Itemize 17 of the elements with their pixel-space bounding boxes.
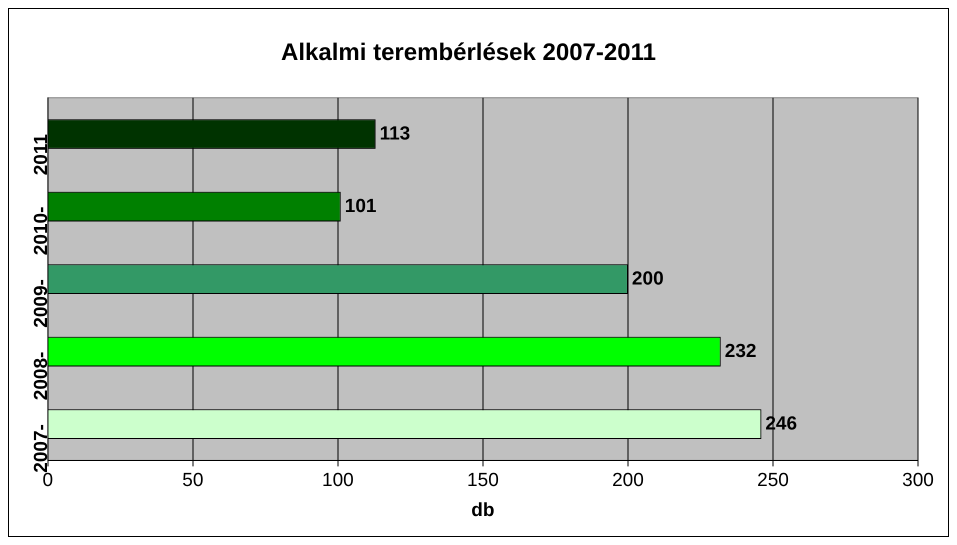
data-label: 113 [380, 123, 410, 144]
x-tick-label: 50 [182, 470, 204, 492]
x-tick-label: 100 [322, 470, 354, 492]
data-label: 232 [724, 340, 756, 362]
x-axis-title: db [471, 500, 495, 521]
x-tick-label: 250 [757, 470, 789, 492]
data-label: 200 [632, 268, 664, 290]
x-tick-label: 150 [467, 470, 499, 492]
y-tick-label: 2008- [31, 352, 52, 400]
data-label: 101 [344, 196, 377, 217]
y-tick-label: 2010- [31, 206, 52, 256]
y-tick-label: 2009- [31, 279, 52, 328]
x-tick-label: 200 [612, 470, 644, 492]
y-tick-label: 2007- [31, 424, 52, 473]
x-tick-label: 300 [902, 470, 934, 492]
chart-title: Alkalmi terembérlések 2007-2011 [281, 39, 656, 66]
y-tick-label: 2011 [31, 134, 52, 176]
